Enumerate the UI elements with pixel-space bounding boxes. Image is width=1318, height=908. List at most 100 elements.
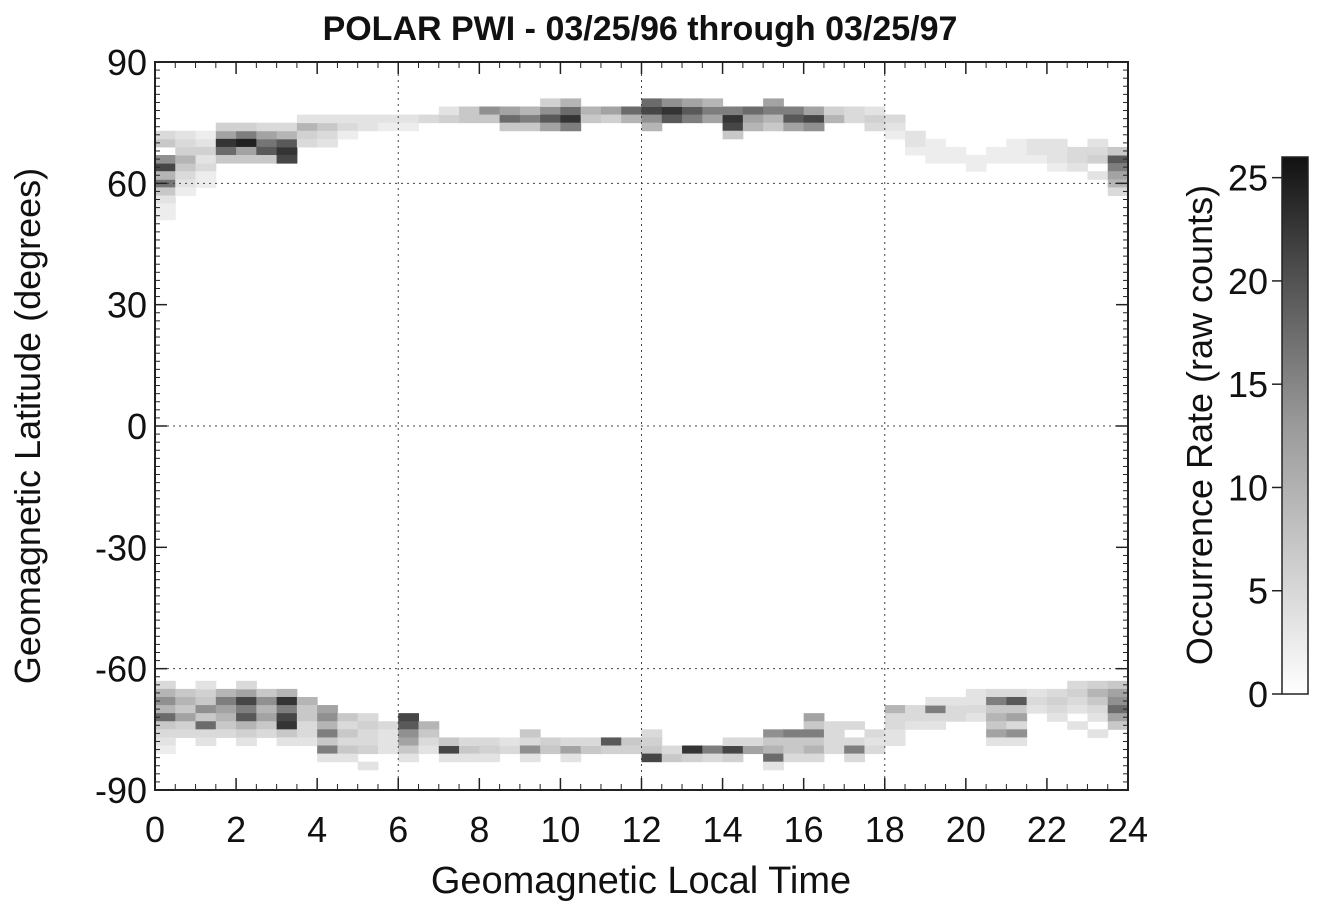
heatmap-cell — [844, 745, 865, 755]
heatmap-cell — [236, 696, 257, 706]
x-tick-label: 22 — [1027, 809, 1067, 850]
heatmap-cell — [175, 130, 197, 140]
heatmap-cell — [1006, 688, 1028, 698]
heatmap-cell — [682, 753, 703, 763]
heatmap-cell — [783, 737, 805, 747]
heatmap-cell — [1067, 680, 1088, 690]
heatmap-cell — [195, 737, 217, 747]
heatmap-cell — [1067, 696, 1088, 706]
heatmap-cell — [823, 745, 845, 755]
heatmap-cell — [459, 106, 480, 116]
heatmap-cell — [864, 729, 886, 738]
heatmap-cell — [1046, 138, 1068, 148]
heatmap-cell — [844, 753, 865, 763]
heatmap-cell — [986, 721, 1007, 730]
heatmap-cell — [398, 737, 420, 747]
colorbar-tick-label: 0 — [1248, 674, 1268, 715]
heatmap-cell — [844, 721, 865, 730]
heatmap-cell — [195, 179, 217, 188]
heatmap-cell — [256, 696, 278, 706]
heatmap-cell — [925, 696, 947, 706]
heatmap-cell — [763, 729, 784, 738]
heatmap-cell — [215, 713, 237, 722]
heatmap-cell — [479, 114, 501, 124]
heatmap-cell — [519, 122, 541, 132]
heatmap-cell — [357, 761, 379, 771]
heatmap-cell — [540, 737, 561, 747]
heatmap-cell — [641, 114, 663, 124]
heatmap-cell — [377, 737, 399, 747]
heatmap-cell — [357, 745, 379, 755]
heatmap-cell — [276, 721, 298, 730]
heatmap-cell — [1087, 729, 1109, 738]
heatmap-cell — [438, 106, 460, 116]
heatmap-cell — [1006, 696, 1028, 706]
heatmap-cell — [884, 705, 906, 714]
heatmap-cell — [682, 745, 703, 755]
heatmap-cell — [215, 721, 237, 730]
heatmap-cell — [256, 688, 278, 698]
heatmap-cell — [560, 106, 582, 116]
x-tick-label: 2 — [226, 809, 246, 850]
heatmap-cell — [377, 729, 399, 738]
heatmap-cell — [803, 122, 825, 132]
heatmap-cell — [236, 729, 257, 738]
x-tick-label: 24 — [1108, 809, 1148, 850]
heatmap-cell — [438, 114, 460, 124]
heatmap-cell — [986, 729, 1007, 738]
heatmap-cell — [560, 98, 582, 107]
heatmap-cell — [1006, 705, 1028, 714]
heatmap-cell — [398, 745, 420, 755]
heatmap-cell — [1087, 713, 1109, 722]
heatmap-cell — [560, 122, 582, 132]
heatmap-cell — [215, 146, 237, 156]
heatmap-cell — [175, 713, 197, 722]
heatmap-cell — [256, 130, 278, 140]
heatmap-cell — [560, 745, 582, 755]
heatmap-cell — [195, 130, 217, 140]
heatmap-cell — [155, 187, 176, 196]
heatmap-cell — [1026, 155, 1048, 164]
y-tick-label: 60 — [107, 163, 147, 204]
heatmap-cell — [155, 211, 176, 221]
heatmap-cell — [1067, 163, 1088, 172]
heatmap-cell — [256, 155, 278, 164]
heatmap-cell — [276, 688, 298, 698]
heatmap-cell — [459, 737, 480, 747]
heatmap-cell — [1006, 729, 1028, 738]
heatmap-cell — [823, 106, 845, 116]
heatmap-cell — [965, 696, 987, 706]
heatmap-cell — [256, 146, 278, 156]
heatmap-cell — [661, 753, 683, 763]
heatmap-cell — [763, 122, 784, 132]
heatmap-cell — [377, 114, 399, 124]
heatmap-cell — [256, 721, 278, 730]
heatmap-cell — [884, 737, 906, 747]
heatmap-cell — [377, 721, 399, 730]
heatmap-cell — [276, 130, 298, 140]
heatmap-cells — [155, 98, 1129, 771]
heatmap-cell — [519, 106, 541, 116]
heatmap-cell — [742, 737, 764, 747]
heatmap-cell — [1087, 138, 1109, 148]
heatmap-cell — [763, 745, 784, 755]
heatmap-cell — [398, 753, 420, 763]
heatmap-cell — [1067, 688, 1088, 698]
heatmap-cell — [499, 737, 521, 747]
heatmap-cell — [296, 721, 318, 730]
heatmap-cell — [337, 130, 359, 140]
heatmap-cell — [1107, 680, 1129, 690]
heatmap-cell — [682, 98, 703, 107]
heatmap-cell — [479, 737, 501, 747]
heatmap-cell — [357, 737, 379, 747]
heatmap-cell — [661, 98, 683, 107]
heatmap-cell — [702, 98, 724, 107]
heatmap-cell — [195, 163, 217, 172]
heatmap-cell — [763, 114, 784, 124]
heatmap-cell — [519, 729, 541, 738]
heatmap-cell — [1026, 705, 1048, 714]
heatmap-cell — [236, 713, 257, 722]
heatmap-cell — [317, 713, 338, 722]
heatmap-cell — [1046, 713, 1068, 722]
heatmap-cell — [1087, 155, 1109, 164]
